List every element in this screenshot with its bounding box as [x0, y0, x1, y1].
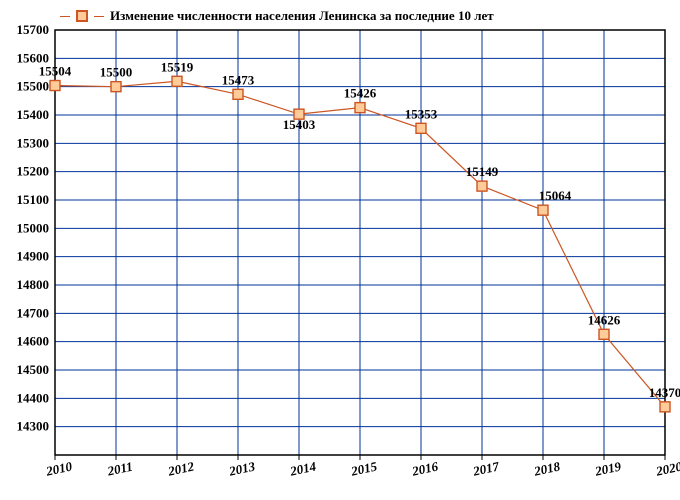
y-tick-label: 15700 — [17, 22, 50, 37]
y-tick-label: 15200 — [17, 164, 50, 179]
y-tick-label: 14800 — [17, 277, 50, 292]
y-tick-label: 14500 — [17, 362, 50, 377]
data-marker — [477, 181, 487, 191]
x-tick-label: 2012 — [166, 458, 196, 478]
legend-marker-icon — [76, 10, 88, 22]
x-tick-label: 2019 — [593, 458, 623, 478]
x-tick-label: 2016 — [410, 458, 440, 478]
x-tick-label: 2020 — [654, 458, 680, 478]
data-marker — [172, 76, 182, 86]
data-label: 15504 — [39, 64, 72, 79]
x-tick-label: 2013 — [227, 458, 257, 478]
y-tick-label: 14700 — [17, 305, 50, 320]
chart-legend: Изменение численности населения Ленинска… — [60, 8, 494, 24]
data-label: 14370 — [649, 385, 680, 400]
y-tick-label: 14600 — [17, 334, 50, 349]
data-label: 15064 — [539, 188, 572, 203]
data-marker — [50, 81, 60, 91]
data-label: 15473 — [222, 72, 255, 87]
y-tick-label: 15300 — [17, 135, 50, 150]
legend-line-right — [94, 16, 104, 17]
y-tick-label: 15500 — [17, 79, 50, 94]
x-tick-label: 2010 — [44, 458, 74, 478]
legend-line-left — [60, 16, 70, 17]
data-label: 15519 — [161, 59, 194, 74]
data-label: 15500 — [100, 65, 133, 80]
data-label: 14626 — [588, 312, 621, 327]
y-tick-label: 15400 — [17, 107, 50, 122]
y-tick-label: 14400 — [17, 390, 50, 405]
x-tick-label: 2014 — [288, 458, 318, 478]
x-tick-label: 2015 — [349, 458, 379, 478]
y-tick-label: 14900 — [17, 249, 50, 264]
legend-label: Изменение численности населения Ленинска… — [110, 8, 494, 24]
x-tick-label: 2011 — [105, 459, 134, 479]
x-tick-label: 2017 — [471, 458, 501, 478]
y-tick-label: 14300 — [17, 419, 50, 434]
y-tick-label: 15100 — [17, 192, 50, 207]
data-marker — [660, 402, 670, 412]
y-tick-label: 15000 — [17, 220, 50, 235]
data-marker — [599, 329, 609, 339]
data-label: 15353 — [405, 106, 438, 121]
data-marker — [538, 205, 548, 215]
chart-container: Изменение численности населения Ленинска… — [0, 0, 680, 500]
x-tick-label: 2018 — [532, 458, 562, 478]
data-marker — [111, 82, 121, 92]
data-marker — [416, 123, 426, 133]
data-marker — [355, 103, 365, 113]
data-label: 15149 — [466, 164, 499, 179]
chart-svg: 14300 14400 14500 14600 14700 14800 14900 15000… — [0, 0, 680, 500]
data-label: 15426 — [344, 86, 377, 101]
data-marker — [233, 89, 243, 99]
data-label: 15403 — [283, 117, 316, 132]
